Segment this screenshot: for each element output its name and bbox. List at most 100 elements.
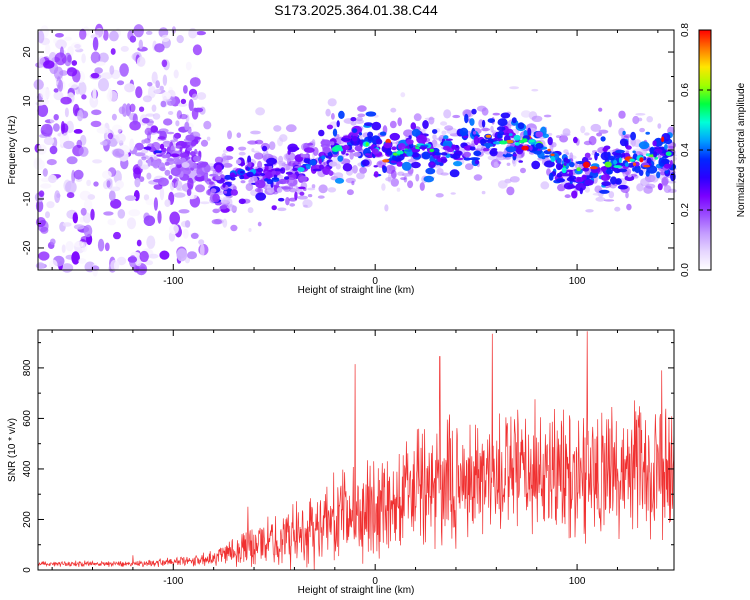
noise-blob (190, 232, 199, 239)
noise-blob (110, 198, 122, 209)
signal-blob (219, 205, 228, 210)
noise-blob (189, 77, 201, 87)
signal-blob (247, 155, 252, 164)
noise-blob (73, 169, 84, 180)
colorbar-tick-label: 0.2 (680, 203, 691, 217)
signal-blob (346, 189, 354, 196)
signal-blob (511, 117, 517, 124)
signal-blob (637, 117, 643, 122)
signal-blob (520, 110, 532, 118)
noise-blob (159, 250, 170, 260)
noise-blob (37, 104, 49, 117)
signal-blob (365, 153, 371, 156)
signal-blob (485, 134, 492, 138)
signal-blob (560, 133, 571, 137)
signal-blob (497, 180, 508, 189)
noise-blob (53, 66, 64, 80)
signal-blob (356, 172, 365, 180)
y-tick-label: 0 (22, 147, 33, 153)
noise-blob (70, 42, 82, 51)
noise-blob (111, 124, 123, 134)
signal-blob (462, 143, 468, 147)
signal-blob (583, 161, 590, 168)
signal-blob (476, 105, 487, 112)
signal-blob (321, 155, 326, 160)
signal-blob (319, 164, 324, 170)
signal-blob (401, 173, 413, 177)
signal-blob (493, 161, 499, 168)
noise-blob (42, 168, 48, 177)
signal-blob (607, 151, 611, 158)
signal-blob (212, 208, 220, 214)
signal-blob (652, 140, 657, 147)
noise-blob (74, 241, 84, 248)
signal-blob (253, 176, 258, 182)
signal-blob (337, 155, 344, 162)
signal-blob (240, 180, 246, 184)
colorbar-ticks: 0.0 0.2 0.4 0.6 0.8 (680, 23, 711, 277)
signal-blob (442, 145, 451, 151)
noise-blob (200, 243, 205, 258)
signal-blob (626, 203, 632, 211)
signal-blob (432, 129, 438, 134)
signal-blob (211, 219, 222, 225)
signal-blob (617, 184, 629, 190)
noise-blob (65, 180, 77, 194)
signal-blob (509, 176, 520, 183)
signal-blob (563, 182, 575, 190)
signal-blob (322, 166, 331, 175)
noise-blob (73, 224, 85, 230)
noise-blob (86, 179, 91, 187)
signal-blob (615, 178, 622, 185)
noise-blob (77, 109, 84, 122)
signal-blob (261, 145, 268, 152)
y-tick-label: 400 (22, 460, 33, 477)
noise-blob (139, 106, 145, 112)
signal-blob (464, 113, 469, 124)
signal-blob (584, 152, 591, 158)
signal-blob (238, 146, 247, 151)
noise-blob (173, 69, 179, 79)
noise-blob (141, 139, 146, 144)
signal-blob (606, 168, 613, 175)
signal-blob (397, 143, 406, 150)
x-tick-label: -100 (163, 276, 183, 287)
signal-blob (509, 86, 519, 90)
signal-blob (396, 187, 401, 192)
noise-blob (128, 209, 141, 217)
noise-blob (49, 117, 55, 124)
signal-blob (487, 118, 495, 123)
signal-blob (303, 204, 308, 208)
noise-blob (143, 215, 156, 226)
snr-panel: -100 0 100 0 200 400 600 800 Height of straight… (7, 329, 675, 596)
signal-blob (661, 176, 669, 186)
noise-blob (101, 140, 108, 146)
signal-blob (331, 113, 335, 120)
signal-blob (373, 165, 378, 168)
signal-blob (280, 186, 291, 190)
noise-blob (116, 256, 127, 266)
signal-blob (389, 120, 397, 129)
signal-blob (632, 162, 637, 166)
noise-blob (188, 27, 198, 39)
noise-blob (71, 251, 80, 265)
signal-blob (212, 193, 220, 203)
signal-blob (531, 160, 541, 170)
signal-blob (199, 201, 210, 205)
y-tick-label: 200 (22, 511, 33, 528)
noise-blob (48, 174, 57, 184)
noise-blob (33, 159, 45, 170)
signal-blob (385, 177, 394, 182)
signal-blob (410, 161, 421, 169)
signal-blob (632, 115, 640, 125)
signal-blob (300, 154, 309, 158)
signal-blob (209, 173, 219, 177)
noise-blob (153, 197, 158, 211)
signal-blob (465, 163, 474, 171)
noise-blob (147, 85, 156, 99)
noise-blob (102, 170, 112, 179)
signal-blob (531, 88, 539, 92)
signal-blob (204, 173, 209, 183)
signal-blob (559, 134, 569, 143)
noise-blob (108, 137, 118, 147)
